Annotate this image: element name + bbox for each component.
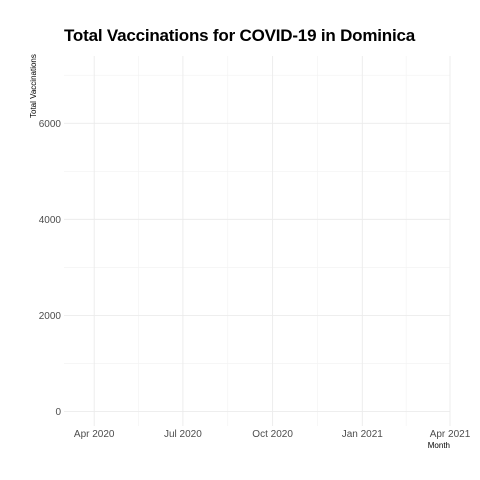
y-tick-label: 0 xyxy=(55,407,61,418)
major-gridlines xyxy=(64,56,451,426)
x-tick-label: Jul 2020 xyxy=(164,429,202,440)
x-tick-label: Jan 2021 xyxy=(342,429,384,440)
y-tick-label: 2000 xyxy=(39,311,62,322)
y-tick-label: 4000 xyxy=(39,215,62,226)
minor-gridlines xyxy=(64,56,450,426)
y-tick-labels: 0 2000 4000 6000 xyxy=(39,119,62,418)
y-tick-label: 6000 xyxy=(39,119,62,130)
x-tick-label: Apr 2021 xyxy=(430,429,471,440)
x-tick-labels: Apr 2020 Jul 2020 Oct 2020 Jan 2021 Apr 2021 xyxy=(74,429,471,440)
x-tick-label: Oct 2020 xyxy=(252,429,293,440)
x-tick-label: Apr 2020 xyxy=(74,429,115,440)
y-axis-title: Total Vaccinations xyxy=(29,54,38,118)
chart-title: Total Vaccinations for COVID-19 in Domin… xyxy=(64,26,415,45)
x-axis-title: Month xyxy=(428,441,450,450)
